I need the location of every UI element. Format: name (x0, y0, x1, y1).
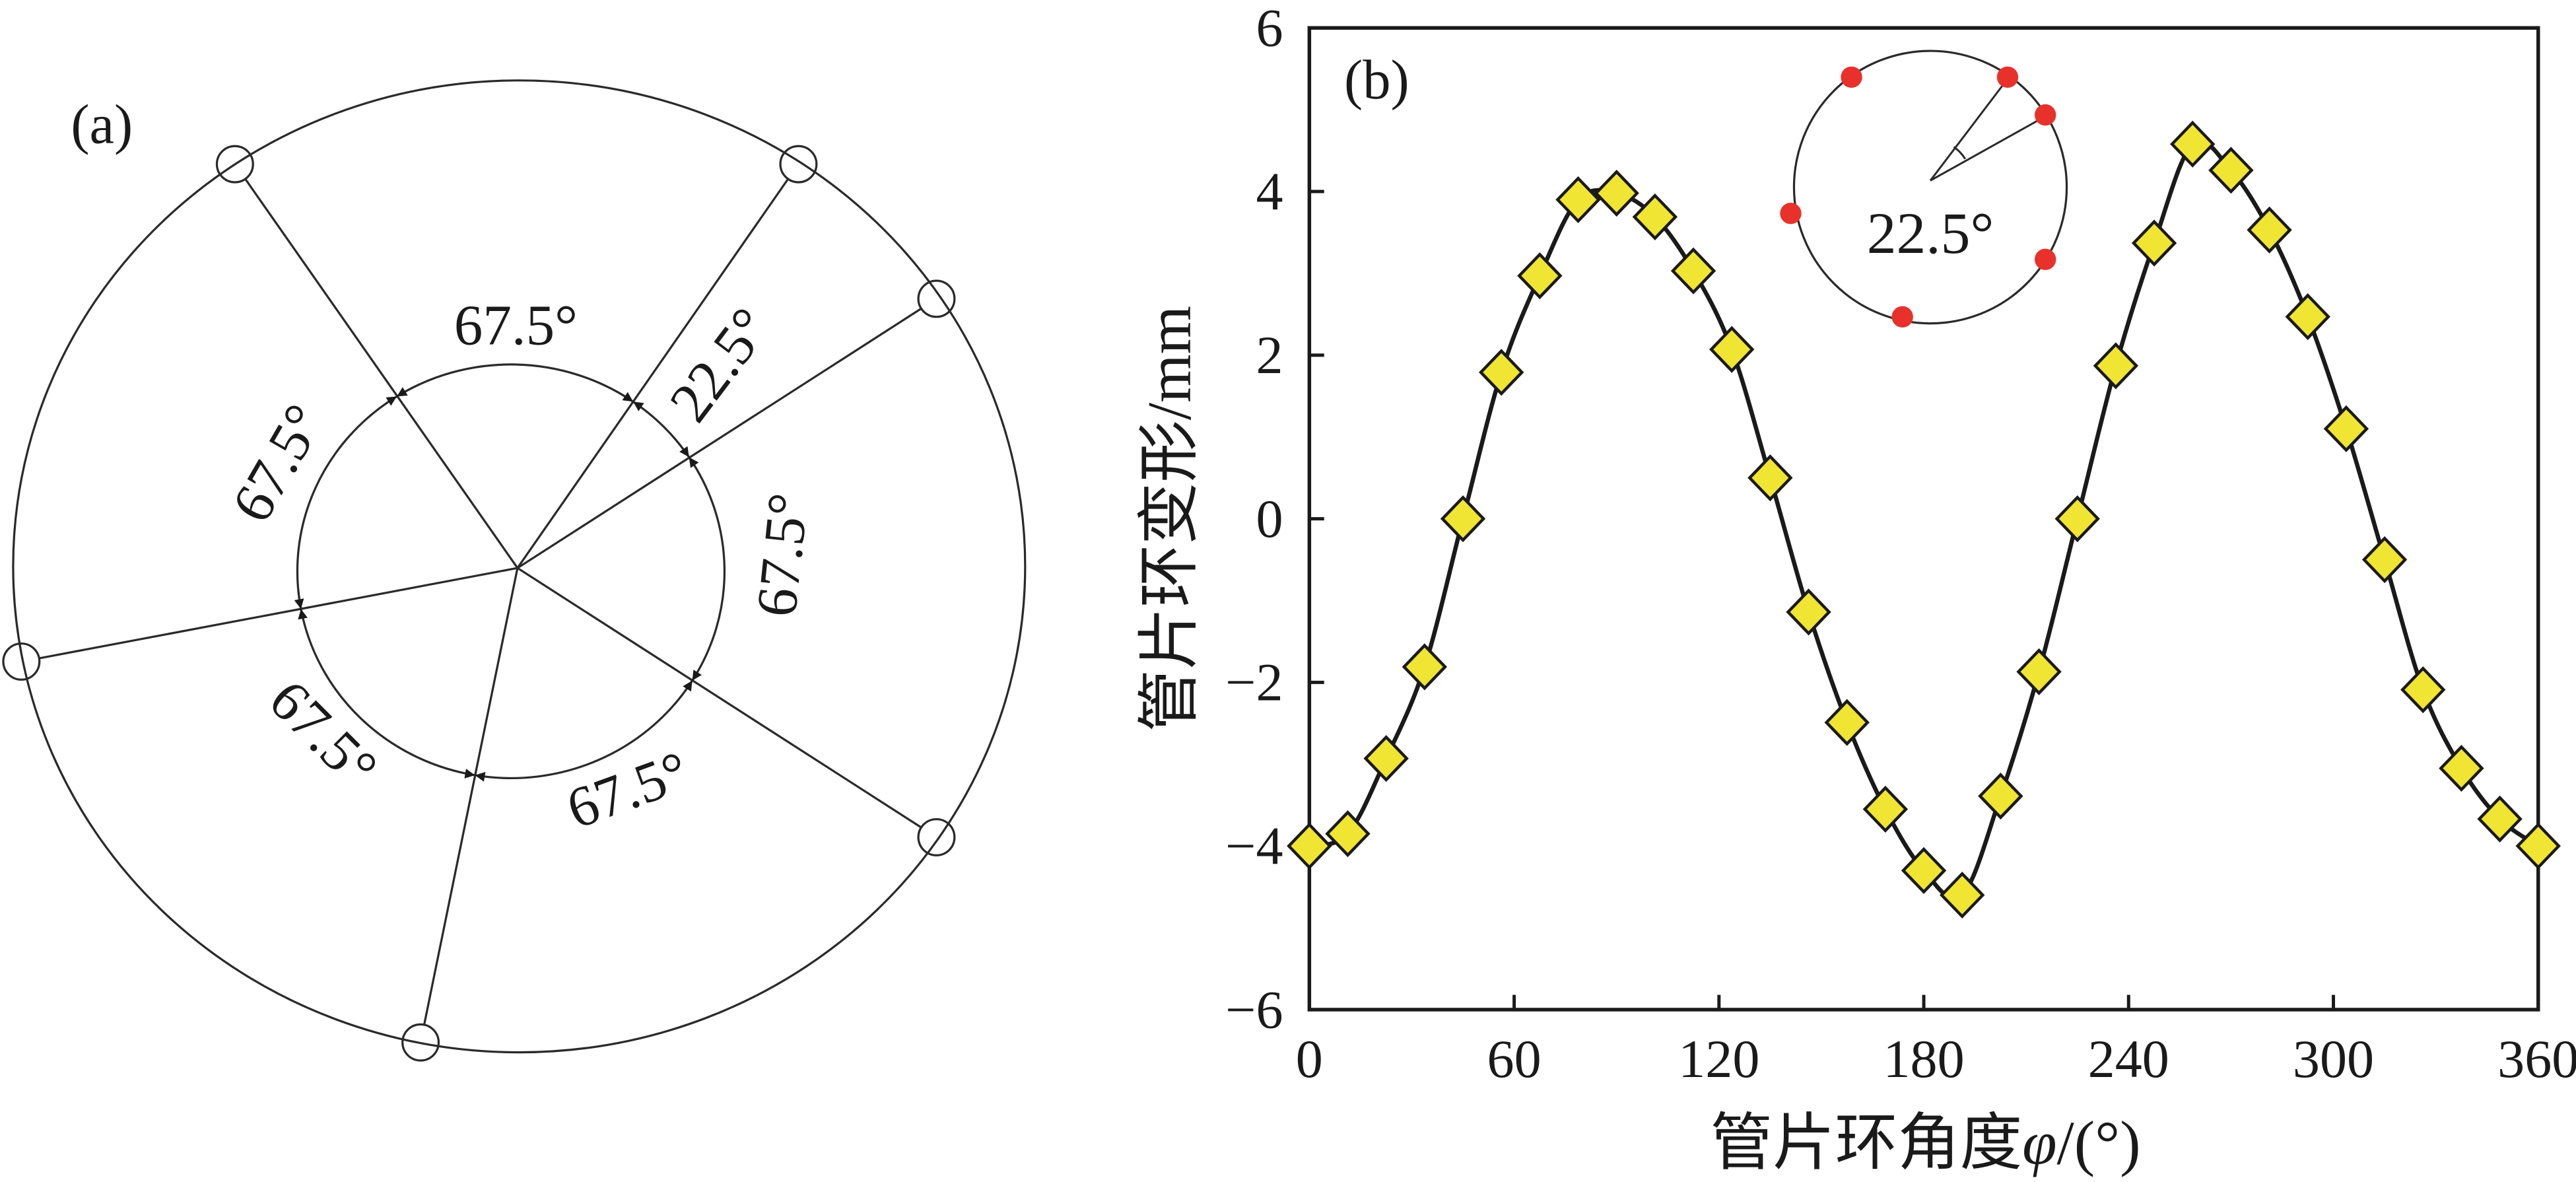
dimension-arc (396, 363, 634, 403)
dimension-arc (688, 456, 726, 681)
inset-position-dot (2035, 248, 2056, 270)
data-point-diamond (1555, 176, 1601, 223)
measurement-point-circle (917, 817, 956, 856)
data-point-diamond (2439, 744, 2484, 792)
data-point-diamond (1402, 643, 1448, 691)
data-point-diamond (2054, 495, 2100, 543)
inset-ring (1792, 50, 2068, 325)
dimension-arc (632, 400, 691, 458)
dimension-arc (298, 608, 475, 779)
x-axis-title: 管片环角度φ/(°) (1710, 1109, 2140, 1178)
spoke-line (423, 567, 519, 1026)
data-point-diamond (2323, 405, 2369, 452)
data-point-diamond (1747, 454, 1793, 502)
x-tick-label: 60 (1487, 1029, 1542, 1089)
data-point-diamond (2131, 219, 2177, 267)
angle-label-right: 67.5° (743, 490, 820, 619)
data-point-diamond (1287, 822, 1332, 870)
data-point-diamond (2400, 666, 2446, 714)
measurement-point-circle (779, 145, 818, 184)
measurement-point-circle (215, 145, 254, 184)
x-tick-label: 180 (1883, 1029, 1964, 1089)
data-point-diamond (1517, 252, 1563, 300)
y-tick-label: 0 (1256, 489, 1283, 549)
inset-position-dot (1841, 66, 1862, 88)
data-point-diamond (2285, 293, 2330, 341)
y-tick-label: −4 (1225, 816, 1283, 876)
x-axis-title-variable: φ (2022, 1109, 2056, 1178)
x-tick-label: 360 (2497, 1029, 2576, 1089)
data-point-diamond (1786, 588, 1831, 636)
y-tick-label: 4 (1256, 161, 1283, 221)
angle-label-top: 67.5° (454, 293, 578, 357)
data-point-diamond (2515, 822, 2561, 870)
spoke-line (244, 178, 519, 569)
measurement-points (2, 145, 956, 1062)
series-markers (1287, 120, 2561, 919)
inner-dimension-arcs (294, 363, 726, 782)
spoke-line (517, 567, 922, 829)
y-tick-label: −6 (1225, 979, 1283, 1039)
dimension-arc (475, 679, 693, 782)
data-point-diamond (2170, 120, 2216, 168)
y-tick-label: 2 (1256, 325, 1283, 385)
data-point-diamond (2361, 536, 2408, 584)
data-point-diamond (1940, 871, 1985, 919)
data-point-diamond (1632, 193, 1678, 241)
x-tick-label: 240 (2088, 1029, 2169, 1089)
y-axis-title: 管片环变形/mm (1135, 306, 1204, 732)
spoke-line (516, 178, 790, 569)
spoke-line (38, 567, 518, 660)
data-point-diamond (1824, 699, 1870, 746)
inset-diagram: 22.5° (1780, 50, 2068, 328)
segment-ring-outer-boundary (12, 79, 1027, 1054)
inset-position-dot (1996, 66, 2019, 88)
inset-angle-arc (1953, 146, 1967, 160)
data-point-diamond (2208, 147, 2254, 194)
inset-position-dot (1780, 203, 1802, 225)
x-axis-title-main: 管片环角度 (1710, 1109, 2022, 1178)
panel-b-label: (b) (1344, 50, 1409, 111)
data-point-diamond (1594, 169, 1639, 217)
x-axis-title-unit: /(°) (2057, 1109, 2141, 1178)
dimension-arc (294, 396, 397, 609)
x-tick-label: 0 (1296, 1029, 1323, 1089)
data-point-diamond (1325, 810, 1371, 858)
axis-ticks: 0 60 120 180 240 300 360 6 4 2 0 −2 −4 −6 (1225, 0, 2576, 1089)
data-point-diamond (2477, 795, 2523, 843)
measurement-point-circle (917, 279, 956, 318)
data-point-diamond (1440, 495, 1486, 543)
data-point-diamond (2247, 206, 2292, 254)
x-tick-label: 120 (1678, 1029, 1759, 1089)
x-tick-label: 300 (2293, 1029, 2374, 1089)
data-point-diamond (1901, 847, 1947, 894)
data-point-diamond (1709, 326, 1755, 373)
data-point-diamond (1862, 785, 1909, 833)
spoke-line (517, 308, 922, 569)
inset-angle-ray (1929, 85, 2004, 182)
data-point-diamond (2093, 342, 2139, 390)
data-point-diamond (2016, 648, 2062, 695)
inset-position-dot (2035, 104, 2056, 126)
inset-angle-ray (1930, 117, 2043, 182)
y-tick-label: −2 (1225, 652, 1283, 713)
measurement-point-circle (2, 642, 41, 681)
ring-spokes (38, 178, 922, 1026)
data-point-diamond (1363, 735, 1409, 782)
data-point-diamond (1478, 349, 1524, 396)
panel-a-label: (a) (71, 94, 133, 155)
panel-b: 0 60 120 180 240 300 360 6 4 2 0 −2 −4 −6 管片环变形/mm 管片… (1135, 0, 2576, 1178)
inset-angle-label: 22.5° (1867, 201, 1994, 266)
measurement-point-circle (401, 1023, 440, 1062)
data-point-diamond (1670, 247, 1716, 295)
inset-position-dot (1891, 306, 1913, 328)
y-tick-label: 6 (1256, 0, 1283, 58)
data-point-diamond (1978, 773, 2023, 820)
